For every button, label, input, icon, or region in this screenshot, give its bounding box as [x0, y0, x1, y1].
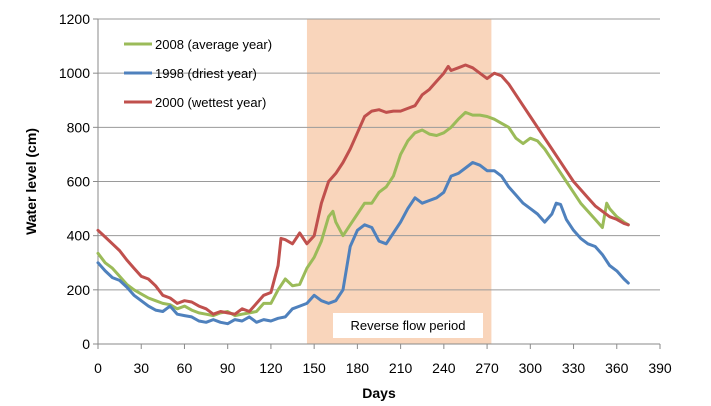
- series-line-3: [96, 63, 630, 316]
- x-tick-label: 0: [94, 360, 102, 376]
- y-tick-label: 200: [67, 282, 91, 298]
- x-tick-label: 360: [605, 360, 629, 376]
- annotation-label: Reverse flow period: [351, 318, 466, 333]
- legend: 2008 (average year) 1998 (driest year) 200…: [124, 37, 272, 110]
- y-tick-label: 600: [67, 174, 91, 190]
- gridlines: [98, 18, 660, 291]
- series-lines: [96, 63, 630, 326]
- x-tick-label: 60: [177, 360, 193, 376]
- annotation-box: [333, 313, 483, 338]
- x-tick-label: 270: [475, 360, 499, 376]
- legend-label: 2008 (average year): [155, 37, 272, 52]
- x-tick-label: 180: [346, 360, 370, 376]
- legend-label: 1998 (driest year): [155, 66, 257, 81]
- legend-label: 2000 (wettest year): [155, 95, 266, 110]
- y-tick-labels: 0 200 400 600 800 1000 1200: [59, 11, 90, 352]
- x-tick-label: 210: [389, 360, 413, 376]
- y-tick-label: 1000: [59, 65, 90, 81]
- x-tick-labels: 0 30 60 90 120 150 180 210 240 270 300 330 360 390: [94, 360, 672, 376]
- x-tick-label: 90: [220, 360, 236, 376]
- x-tick-label: 30: [133, 360, 149, 376]
- x-axis-title: Days: [362, 385, 396, 401]
- y-axis-title: Water level (cm): [23, 128, 39, 235]
- y-tick-label: 0: [82, 336, 90, 352]
- x-tick-label: 300: [519, 360, 543, 376]
- y-tick-label: 400: [67, 228, 91, 244]
- y-tick-label: 1200: [59, 11, 90, 27]
- x-tick-label: 120: [259, 360, 283, 376]
- x-tick-label: 330: [562, 360, 586, 376]
- series-line-2: [96, 161, 630, 326]
- y-tick-label: 800: [67, 119, 91, 135]
- x-tick-label: 390: [648, 360, 672, 376]
- series-line-1: [96, 110, 630, 318]
- x-tick-label: 150: [302, 360, 326, 376]
- axes: [93, 18, 661, 349]
- x-tick-label: 240: [432, 360, 456, 376]
